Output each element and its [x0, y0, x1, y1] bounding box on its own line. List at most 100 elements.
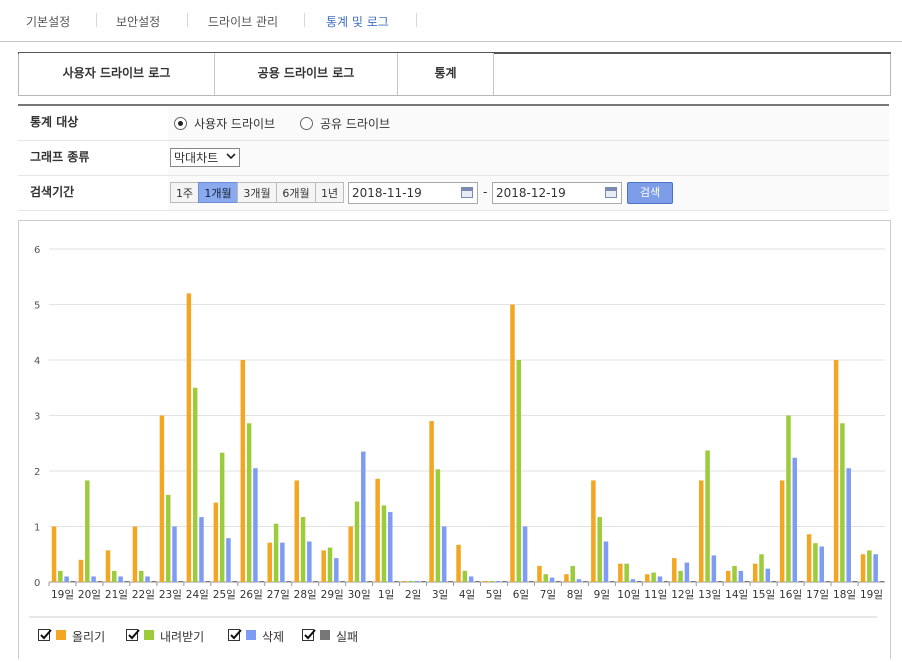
bar — [232, 581, 237, 582]
bar — [105, 550, 111, 582]
x-tick-label: 5일 — [486, 588, 502, 601]
radio-user-drive[interactable] — [174, 117, 187, 130]
graph-type-value: 막대차트 — [168, 141, 889, 175]
period-3month-button[interactable]: 3개월 — [237, 182, 277, 203]
bar — [618, 563, 623, 582]
bar — [402, 581, 407, 582]
calendar-icon[interactable] — [605, 187, 617, 198]
period-1week-button[interactable]: 1주 — [170, 182, 199, 203]
bar — [522, 526, 528, 582]
bar — [226, 538, 231, 582]
bar — [725, 570, 731, 582]
legend-checkbox-upload[interactable] — [38, 629, 52, 641]
bar — [502, 581, 507, 582]
bar — [307, 541, 312, 582]
legend-label-download: 내려받기 — [160, 630, 205, 644]
bar — [663, 581, 669, 582]
nav-security-settings[interactable]: 보안설정 — [116, 15, 161, 29]
bar-chart: 0 1 2 3 4 5 6 19일 20일 21일 22일 23일 24일 25일 26일 27일 28일 29일… — [29, 245, 885, 618]
x-tick-label: 30일 — [348, 588, 371, 601]
legend-checkbox-failed[interactable] — [302, 629, 316, 641]
bar — [441, 526, 447, 582]
bar — [267, 542, 273, 582]
bar — [468, 576, 474, 582]
x-tick-label: 19일 — [51, 588, 74, 601]
bar — [489, 581, 495, 582]
bar — [624, 563, 629, 582]
legend-swatch-upload — [56, 630, 66, 640]
bar — [705, 450, 710, 582]
radio-shared-drive-label[interactable]: 공유 드라이브 — [320, 117, 391, 131]
calendar-icon[interactable] — [461, 187, 473, 198]
bar — [516, 360, 522, 582]
nav-stats-and-logs[interactable]: 통계 및 로그 — [326, 15, 389, 29]
bar — [549, 577, 555, 582]
nav-drive-management[interactable]: 드라이브 관리 — [208, 15, 279, 29]
bar — [186, 293, 192, 582]
bar — [651, 572, 656, 582]
bar — [178, 581, 184, 582]
x-tick-label: 17일 — [806, 588, 829, 601]
period-6month-button[interactable]: 6개월 — [276, 182, 316, 203]
radio-shared-drive[interactable] — [300, 117, 313, 130]
bar — [118, 576, 123, 582]
x-tick-label: 19일 — [860, 588, 883, 601]
x-tick-label: 8일 — [567, 588, 583, 601]
check-icon — [304, 629, 316, 640]
bar — [97, 581, 103, 582]
bar — [867, 550, 872, 582]
search-button[interactable]: 검색 — [627, 182, 673, 204]
filter-form: 통계 대상 사용자 드라이브 공유 드라이브 그래프 종류 막대차트 검색기간 … — [18, 104, 889, 211]
bar — [711, 555, 717, 582]
bar — [672, 558, 677, 582]
bar — [361, 451, 366, 582]
bar — [259, 581, 264, 582]
tab-statistics[interactable]: 통계 — [398, 53, 494, 95]
radio-user-drive-label[interactable]: 사용자 드라이브 — [194, 117, 276, 131]
bar — [510, 304, 515, 582]
y-tick-label: 5 — [34, 301, 40, 312]
top-nav: 기본설정 보안설정 드라이브 관리 통계 및 로그 — [0, 0, 902, 42]
x-tick-label: 6일 — [513, 588, 529, 601]
bar — [483, 581, 488, 582]
bar — [543, 574, 549, 582]
bar — [294, 480, 299, 582]
x-tick-label: 14일 — [725, 588, 748, 601]
period-1month-button[interactable]: 1개월 — [198, 182, 238, 203]
x-tick-label: 7일 — [540, 588, 556, 601]
tab-shared-drive-log[interactable]: 공용 드라이브 로그 — [215, 53, 398, 95]
bar — [159, 415, 165, 582]
nav-basic-settings[interactable]: 기본설정 — [26, 15, 71, 29]
period-1year-button[interactable]: 1년 — [315, 182, 344, 203]
bar — [172, 526, 177, 582]
x-tick-label: 12일 — [671, 588, 694, 601]
bar — [246, 423, 252, 582]
graph-type-select[interactable]: 막대차트 — [170, 148, 240, 167]
nav-separator — [187, 13, 188, 27]
y-tick-label: 3 — [34, 412, 40, 423]
bar — [85, 480, 90, 582]
bar — [435, 469, 441, 582]
period-controls: 1주 1개월 3개월 6개월 1년 2018-11-19 - 2018-12-1… — [168, 176, 889, 210]
bar — [240, 360, 246, 582]
x-tick-label: 10일 — [617, 588, 640, 601]
bar — [860, 554, 866, 582]
legend-checkbox-download[interactable] — [126, 629, 140, 641]
legend-checkbox-delete[interactable] — [228, 629, 242, 641]
x-tick-label: 18일 — [833, 588, 856, 601]
bar — [603, 541, 609, 582]
start-date-input[interactable]: 2018-11-19 — [348, 182, 478, 204]
legend-swatch-delete — [246, 630, 256, 640]
tab-user-drive-log[interactable]: 사용자 드라이브 로그 — [19, 53, 215, 95]
end-date-input[interactable]: 2018-12-19 — [492, 182, 622, 204]
bar — [597, 517, 602, 582]
bar — [690, 581, 696, 582]
bar — [879, 581, 885, 582]
bar — [744, 581, 750, 582]
bar — [529, 581, 534, 582]
bar — [286, 581, 291, 582]
target-row: 통계 대상 사용자 드라이브 공유 드라이브 — [18, 106, 889, 141]
bar — [813, 543, 818, 582]
bar — [537, 565, 542, 582]
graph-type-label: 그래프 종류 — [18, 141, 168, 175]
